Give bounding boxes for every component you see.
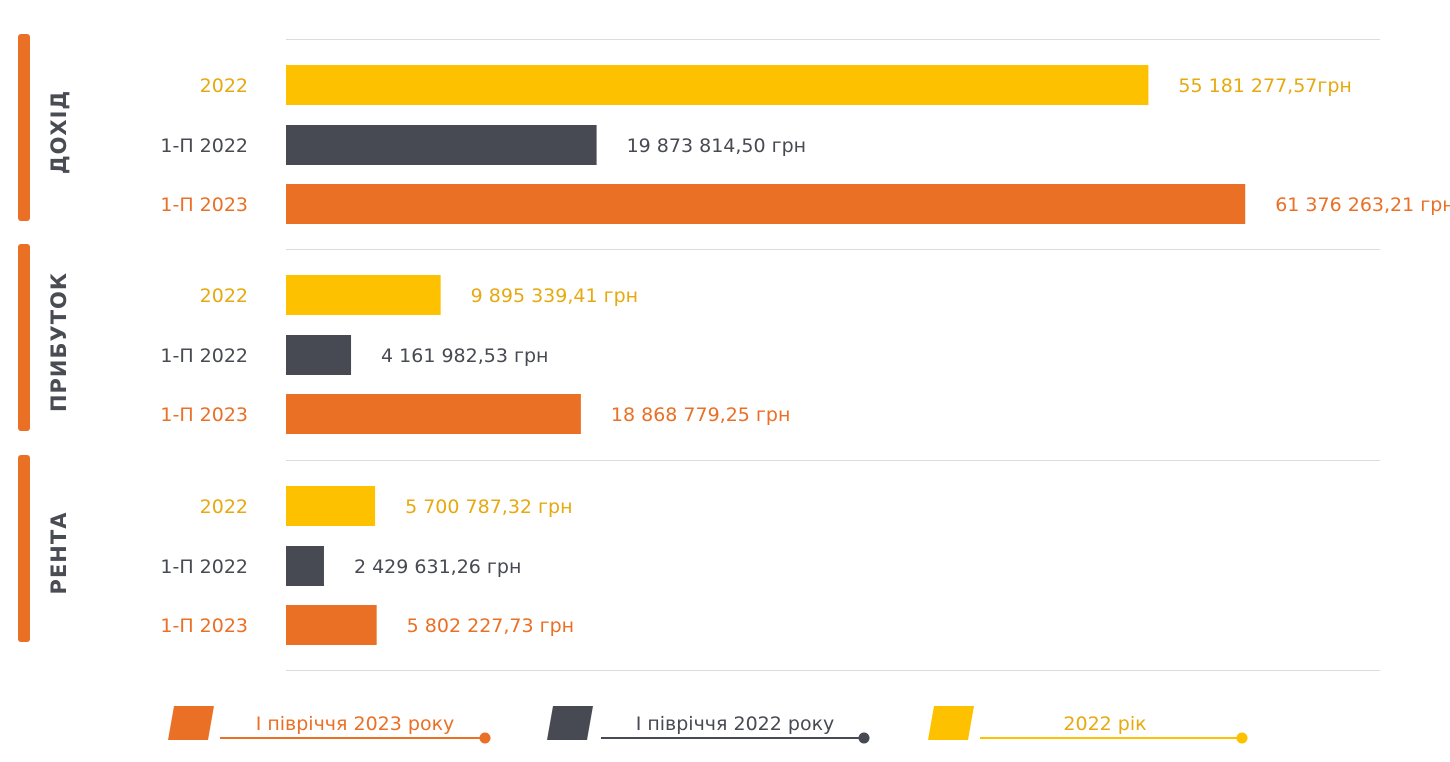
category-label: 1-П 2023 — [160, 615, 248, 637]
legend-swatch — [547, 706, 593, 740]
category-label: 1-П 2023 — [160, 194, 248, 216]
data-label: 5 700 787,32 грн — [405, 496, 572, 518]
bar — [286, 275, 441, 315]
category-label: 2022 — [200, 75, 248, 97]
group-accent-bar — [18, 34, 30, 221]
bar — [286, 605, 377, 645]
bar — [286, 394, 581, 434]
category-label: 2022 — [200, 285, 248, 307]
category-label: 2022 — [200, 496, 248, 518]
group-accent-bar — [18, 455, 30, 642]
category-label: 1-П 2022 — [160, 556, 248, 578]
bar — [286, 546, 324, 586]
group-accent-bar — [18, 244, 30, 431]
legend-dot — [1236, 732, 1248, 744]
legend-swatch — [168, 706, 214, 740]
bar — [286, 335, 352, 375]
data-label: 18 868 779,25 грн — [611, 404, 791, 426]
data-label: 2 429 631,26 грн — [354, 556, 521, 578]
legend-dot — [479, 732, 491, 744]
bar — [286, 65, 1149, 105]
legend-dot — [858, 732, 870, 744]
legend-label: І півріччя 2022 року — [636, 713, 835, 735]
legend-label: 2022 рік — [1063, 713, 1146, 735]
group-title: ДОХІД — [47, 90, 71, 174]
group-title: ПРИБУТОК — [47, 272, 71, 412]
data-label: 55 181 277,57грн — [1178, 75, 1351, 97]
data-label: 4 161 982,53 грн — [381, 345, 548, 367]
legend-label: І півріччя 2023 року — [256, 713, 455, 735]
data-label: 5 802 227,73 грн — [407, 615, 574, 637]
data-label: 9 895 339,41 грн — [471, 285, 638, 307]
bar — [286, 125, 597, 165]
data-label: 19 873 814,50 грн — [627, 135, 807, 157]
category-label: 1-П 2022 — [160, 135, 248, 157]
bar — [286, 486, 376, 526]
legend-swatch — [928, 706, 974, 740]
data-label: 61 376 263,21 грн — [1275, 194, 1450, 216]
category-label: 1-П 2023 — [160, 404, 248, 426]
group-title: РЕНТА — [47, 512, 71, 595]
category-label: 1-П 2022 — [160, 345, 248, 367]
bar — [286, 184, 1246, 224]
